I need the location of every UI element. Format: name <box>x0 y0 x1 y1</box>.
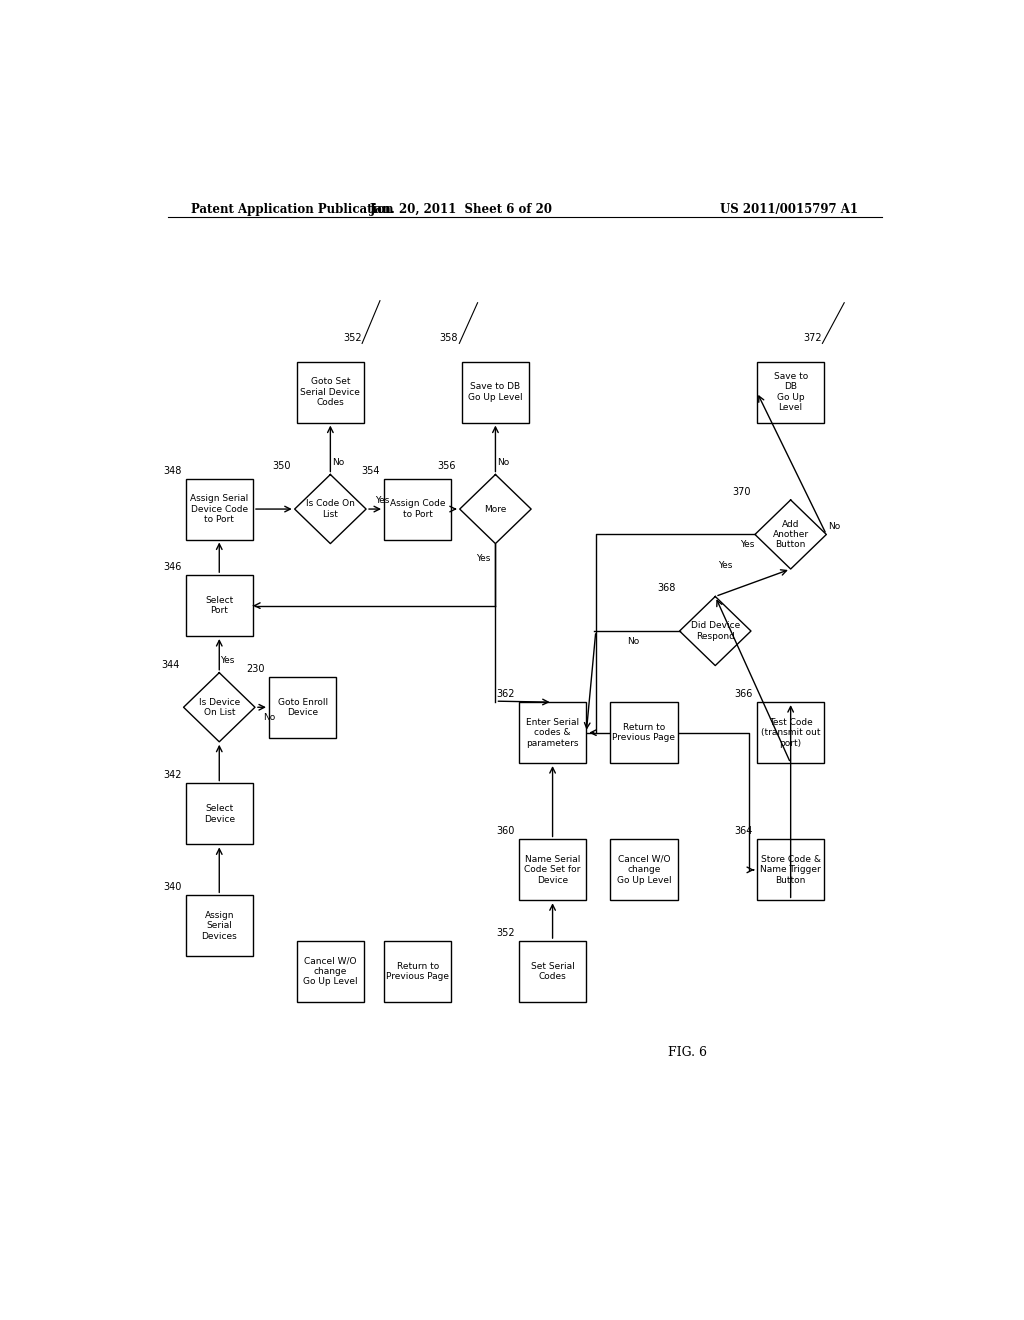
Text: Cancel W/O
change
Go Up Level: Cancel W/O change Go Up Level <box>303 957 357 986</box>
Text: US 2011/0015797 A1: US 2011/0015797 A1 <box>720 203 858 216</box>
Text: Goto Set
Serial Device
Codes: Goto Set Serial Device Codes <box>300 378 360 407</box>
Text: 230: 230 <box>247 664 265 673</box>
Text: Select
Device: Select Device <box>204 804 234 824</box>
Bar <box>757 362 824 422</box>
Text: No: No <box>263 713 275 722</box>
Text: FIG. 6: FIG. 6 <box>668 1047 707 1060</box>
Text: 370: 370 <box>732 487 751 496</box>
Text: No: No <box>828 521 841 531</box>
Text: Did Device
Respond: Did Device Respond <box>690 622 740 640</box>
Bar <box>384 479 452 540</box>
Text: 346: 346 <box>163 562 181 572</box>
Bar <box>757 840 824 900</box>
Bar <box>269 677 336 738</box>
Text: Return to
Previous Page: Return to Previous Page <box>386 962 450 981</box>
Bar <box>384 941 452 1002</box>
Text: Yes: Yes <box>476 554 490 564</box>
Polygon shape <box>183 673 255 742</box>
Text: Enter Serial
codes &
parameters: Enter Serial codes & parameters <box>526 718 580 747</box>
Text: 358: 358 <box>439 334 458 343</box>
Text: 344: 344 <box>161 660 179 669</box>
Text: 360: 360 <box>497 826 515 837</box>
Text: 350: 350 <box>272 462 291 471</box>
Bar <box>610 702 678 763</box>
Text: Save to DB
Go Up Level: Save to DB Go Up Level <box>468 383 522 401</box>
Text: Name Serial
Code Set for
Device: Name Serial Code Set for Device <box>524 855 581 884</box>
Text: 352: 352 <box>343 334 362 343</box>
Bar <box>519 840 587 900</box>
Polygon shape <box>680 597 751 665</box>
Polygon shape <box>755 500 826 569</box>
Text: 362: 362 <box>497 689 515 700</box>
Text: Is Code On
List: Is Code On List <box>306 499 354 519</box>
Text: Yes: Yes <box>739 540 755 549</box>
Text: Return to
Previous Page: Return to Previous Page <box>612 723 676 742</box>
Text: 354: 354 <box>361 466 380 475</box>
Bar <box>519 702 587 763</box>
Bar <box>462 362 529 422</box>
Bar <box>185 784 253 845</box>
Text: Set Serial
Codes: Set Serial Codes <box>530 962 574 981</box>
Text: Is Device
On List: Is Device On List <box>199 697 240 717</box>
Text: Test Code
(transmit out
port): Test Code (transmit out port) <box>761 718 820 747</box>
Text: No: No <box>332 458 344 467</box>
Text: Save to
DB
Go Up
Level: Save to DB Go Up Level <box>773 372 808 412</box>
Text: 340: 340 <box>163 882 181 892</box>
Text: 342: 342 <box>163 771 181 780</box>
Bar <box>297 362 365 422</box>
Text: No: No <box>498 458 510 467</box>
Text: 368: 368 <box>657 583 676 594</box>
Bar <box>185 576 253 636</box>
Text: 372: 372 <box>804 334 822 343</box>
Text: Yes: Yes <box>220 656 234 665</box>
Text: 364: 364 <box>734 826 753 837</box>
Text: Cancel W/O
change
Go Up Level: Cancel W/O change Go Up Level <box>616 855 671 884</box>
Text: Assign Code
to Port: Assign Code to Port <box>390 499 445 519</box>
Bar <box>519 941 587 1002</box>
Text: Select
Port: Select Port <box>205 595 233 615</box>
Bar <box>610 840 678 900</box>
Bar <box>757 702 824 763</box>
Bar <box>185 895 253 956</box>
Bar <box>185 479 253 540</box>
Text: More: More <box>484 504 507 513</box>
Polygon shape <box>460 474 531 544</box>
Text: 348: 348 <box>163 466 181 475</box>
Text: 366: 366 <box>734 689 753 700</box>
Text: Assign
Serial
Devices: Assign Serial Devices <box>202 911 238 941</box>
Text: No: No <box>627 636 639 645</box>
Bar <box>297 941 365 1002</box>
Polygon shape <box>295 474 367 544</box>
Text: 352: 352 <box>497 928 515 939</box>
Text: Add
Another
Button: Add Another Button <box>772 520 809 549</box>
Text: Jan. 20, 2011  Sheet 6 of 20: Jan. 20, 2011 Sheet 6 of 20 <box>370 203 553 216</box>
Text: Patent Application Publication: Patent Application Publication <box>191 203 394 216</box>
Text: Yes: Yes <box>375 496 389 506</box>
Text: Goto Enroll
Device: Goto Enroll Device <box>278 697 328 717</box>
Text: Yes: Yes <box>718 561 732 570</box>
Text: Assign Serial
Device Code
to Port: Assign Serial Device Code to Port <box>190 494 249 524</box>
Text: 356: 356 <box>437 462 456 471</box>
Text: Store Code &
Name Trigger
Button: Store Code & Name Trigger Button <box>760 855 821 884</box>
